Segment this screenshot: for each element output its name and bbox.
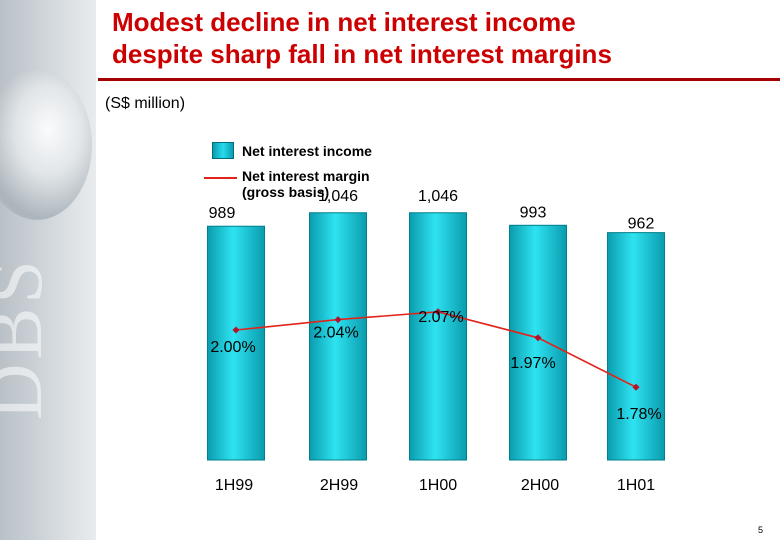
margin-marker-1H99 bbox=[232, 326, 240, 334]
margin-line-series bbox=[232, 308, 640, 391]
margin-marker-1H00 bbox=[434, 308, 442, 316]
legend-margin-line-1: Net interest margin bbox=[242, 168, 370, 184]
margin-marker-1H01 bbox=[632, 383, 640, 391]
category-labels: 1H99 2H99 1H00 2H00 1H01 bbox=[215, 477, 655, 494]
margin-marker-2H99 bbox=[334, 316, 342, 324]
legend-margin-label: Net interest margin (gross basis) bbox=[242, 168, 402, 200]
legend-income-label: Net interest income bbox=[242, 143, 372, 159]
margin-label-1H99: 2.00% bbox=[210, 339, 255, 356]
margin-label-1H00: 2.07% bbox=[418, 309, 463, 326]
legend-bar-swatch bbox=[212, 142, 234, 159]
category-label-2H00: 2H00 bbox=[521, 477, 559, 494]
page-title: Modest decline in net interest income de… bbox=[112, 6, 612, 70]
bar-1H01 bbox=[607, 232, 665, 461]
bar-value-labels: 989 1,046 1,046 993 962 bbox=[209, 188, 655, 233]
bar-2H99 bbox=[309, 212, 367, 461]
bar-label-1H99: 989 bbox=[209, 205, 236, 222]
bar-series bbox=[207, 212, 665, 461]
margin-label-2H00: 1.97% bbox=[510, 355, 555, 372]
title-divider bbox=[98, 78, 780, 81]
category-label-1H99: 1H99 bbox=[215, 477, 253, 494]
page-number: 5 bbox=[758, 525, 764, 535]
bar-label-2H00: 993 bbox=[520, 204, 547, 221]
units-label: (S$ million) bbox=[105, 95, 186, 112]
margin-label-1H01: 1.78% bbox=[616, 406, 661, 423]
bar-1H00 bbox=[409, 212, 467, 461]
title-line-1: Modest decline in net interest income bbox=[112, 7, 576, 37]
globe-graphic bbox=[0, 70, 92, 220]
legend-line-swatch bbox=[204, 177, 237, 179]
margin-marker-2H00 bbox=[534, 334, 542, 342]
legend-margin-line-2: (gross basis) bbox=[242, 184, 330, 200]
bar-label-1H01: 962 bbox=[628, 216, 655, 233]
bar-1H99 bbox=[207, 225, 265, 461]
category-label-2H99: 2H99 bbox=[320, 477, 358, 494]
sidebar-decoration: DBS bbox=[0, 0, 96, 540]
category-label-1H00: 1H00 bbox=[419, 477, 457, 494]
margin-label-2H99: 2.04% bbox=[313, 325, 358, 342]
bar-label-2H99: 1,046 bbox=[318, 188, 358, 205]
margin-value-labels: 2.00% 2.04% 2.07% 1.97% 1.78% bbox=[210, 309, 661, 423]
category-label-1H01: 1H01 bbox=[617, 477, 655, 494]
bar-label-1H00: 1,046 bbox=[418, 188, 458, 205]
bar-2H00 bbox=[509, 224, 567, 461]
title-line-2: despite sharp fall in net interest margi… bbox=[112, 39, 612, 69]
